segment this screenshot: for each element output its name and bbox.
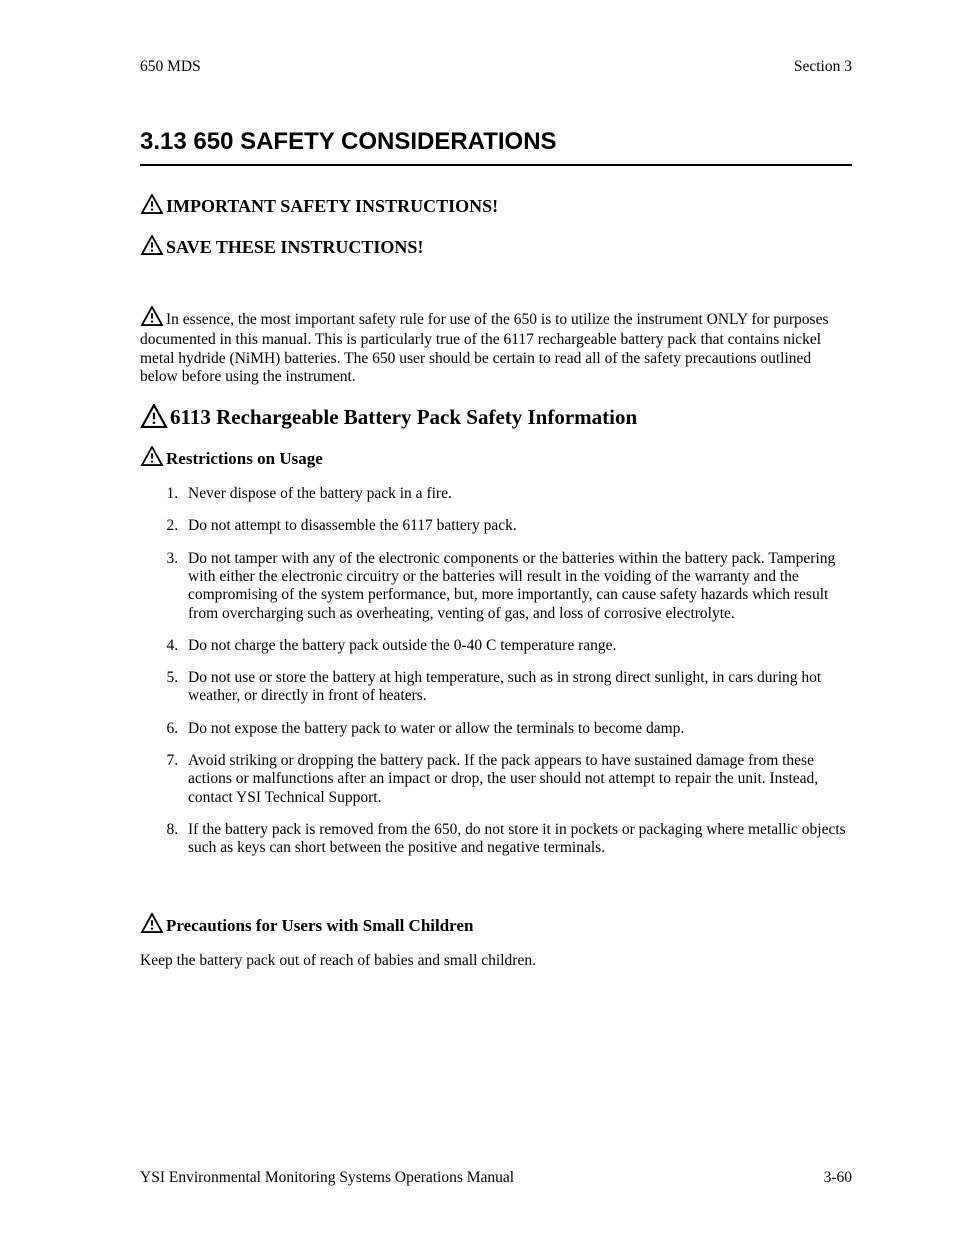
precautions-heading-text: Precautions for Users with Small Childre… (166, 916, 473, 935)
intro-paragraph: In essence, the most important safety ru… (140, 306, 852, 386)
page-footer: YSI Environmental Monitoring Systems Ope… (140, 1169, 852, 1187)
intro-text: In essence, the most important safety ru… (140, 311, 829, 385)
restrictions-heading: Restrictions on Usage (140, 446, 852, 471)
important-safety-heading: IMPORTANT SAFETY INSTRUCTIONS! (140, 194, 852, 219)
spacer (140, 266, 852, 306)
restrictions-heading-text: Restrictions on Usage (166, 449, 323, 468)
page-header: 650 MDS Section 3 (140, 58, 852, 76)
battery-pack-heading: 6113 Rechargeable Battery Pack Safety In… (140, 404, 852, 434)
list-item: Do not attempt to disassemble the 6117 b… (182, 517, 852, 535)
list-item: Do not tamper with any of the electronic… (182, 550, 852, 623)
header-left: 650 MDS (140, 58, 201, 76)
warning-icon (140, 404, 168, 434)
warning-icon (140, 306, 164, 331)
list-item: Avoid striking or dropping the battery p… (182, 752, 852, 807)
list-item: Do not expose the battery pack to water … (182, 720, 852, 738)
warning-icon (140, 235, 164, 260)
save-instructions-text: SAVE THESE INSTRUCTIONS! (166, 237, 423, 257)
footer-right: 3-60 (824, 1169, 852, 1187)
battery-pack-heading-text: 6113 Rechargeable Battery Pack Safety In… (170, 405, 637, 429)
warning-icon (140, 194, 164, 219)
list-item: If the battery pack is removed from the … (182, 821, 852, 858)
warning-icon (140, 913, 164, 938)
footer-left: YSI Environmental Monitoring Systems Ope… (140, 1169, 514, 1187)
section-title: 3.13 650 SAFETY CONSIDERATIONS (140, 128, 852, 166)
document-page: 650 MDS Section 3 3.13 650 SAFETY CONSID… (0, 0, 954, 1037)
precautions-heading: Precautions for Users with Small Childre… (140, 913, 852, 938)
restrictions-list: Never dispose of the battery pack in a f… (140, 485, 852, 857)
warning-icon (140, 446, 164, 471)
list-item: Do not use or store the battery at high … (182, 669, 852, 706)
save-instructions-heading: SAVE THESE INSTRUCTIONS! (140, 235, 852, 260)
spacer (140, 871, 852, 905)
list-item: Never dispose of the battery pack in a f… (182, 485, 852, 503)
precautions-paragraph: Keep the battery pack out of reach of ba… (140, 952, 852, 970)
important-safety-text: IMPORTANT SAFETY INSTRUCTIONS! (166, 196, 498, 216)
header-right: Section 3 (794, 58, 852, 76)
list-item: Do not charge the battery pack outside t… (182, 637, 852, 655)
